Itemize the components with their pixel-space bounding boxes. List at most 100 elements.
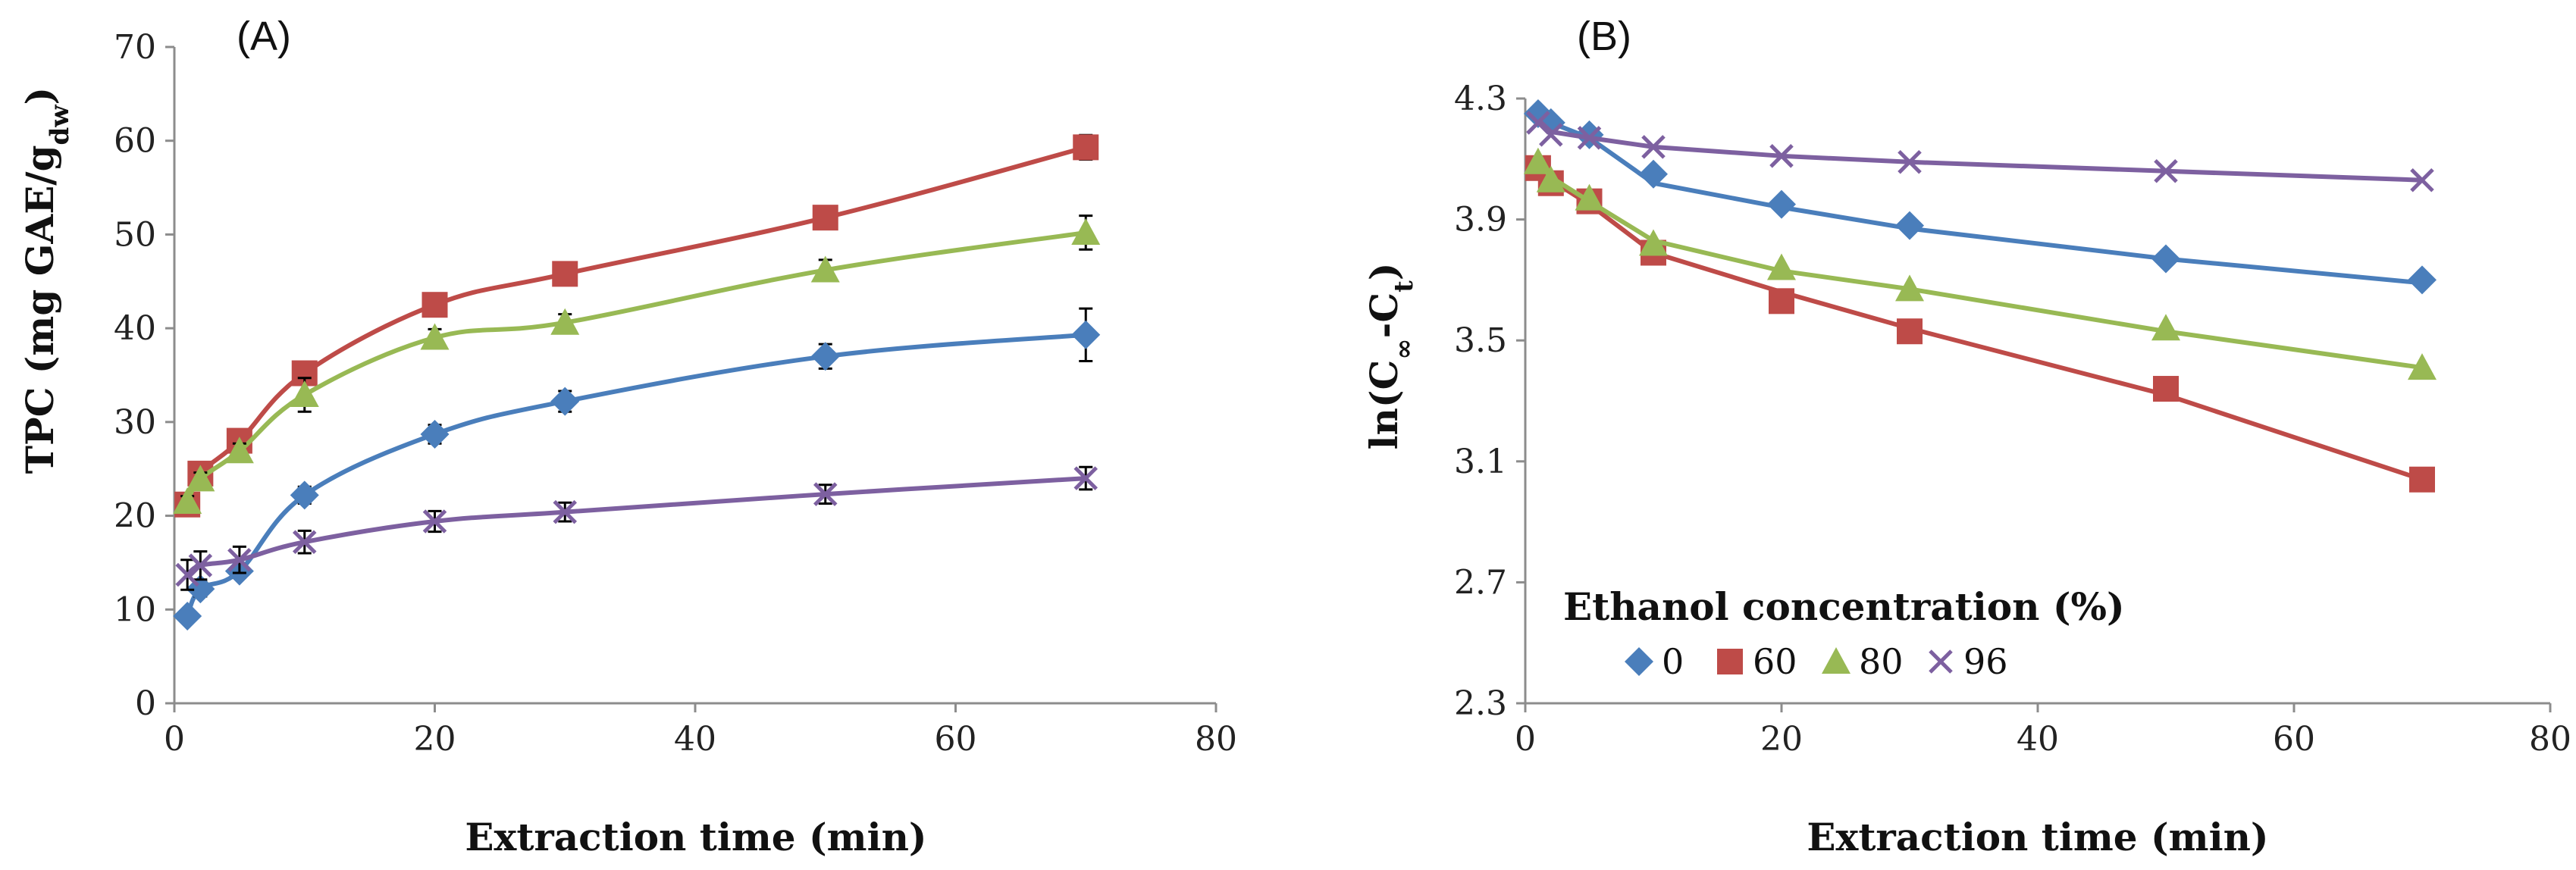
panel-b-series-60-point xyxy=(2153,376,2179,402)
panel-b-y-title-close: ) xyxy=(1362,262,1406,280)
panel-a-series-96-point xyxy=(175,562,199,587)
panel-a-series-96-point xyxy=(227,547,252,572)
panel-a-series-0-point xyxy=(550,386,580,416)
panel-a-series-80-point xyxy=(224,437,254,464)
panel-b-y-title-main: ln(C xyxy=(1362,360,1406,450)
panel-b-y-title-sub2: t xyxy=(1389,280,1419,293)
panel-b-y-tick-label: 3.5 xyxy=(1454,321,1507,360)
panel-a-series-0 xyxy=(173,307,1101,631)
panel-b-series-80-point xyxy=(1536,165,1565,192)
panel-a-series-60 xyxy=(174,133,1099,518)
panel-b-y-tick-label: 4.3 xyxy=(1454,80,1507,118)
panel-b-label: (B) xyxy=(1577,14,1631,59)
panel-a-series-96-point-stroke-2 xyxy=(1073,466,1098,490)
panel-b-x-tick-label: 0 xyxy=(1515,720,1536,759)
panel-a-series-80 xyxy=(173,214,1101,515)
panel-b-x-axis-title: Extraction time (min) xyxy=(1807,815,2268,859)
panel-a-series-96-point xyxy=(553,499,578,524)
panel-a-series-60-point xyxy=(421,292,448,318)
panel-b-series-96-point-stroke-2 xyxy=(1769,144,1794,168)
panel-b: (B) 0 20 40 60 80 2.3 2.7 3.1 3.5 3.9 4.3 Extracti… xyxy=(1362,14,2571,859)
panel-a-y-title-sub: dw xyxy=(45,105,75,146)
panel-a: (A) 0 20 40 60 80 0 10 20 30 40 50 60 70 Extraction … xyxy=(17,14,1237,859)
panel-a-series-96-point-stroke-2 xyxy=(175,562,199,587)
panel-b-y-axis-title: ln(C∞-Ct) xyxy=(1362,262,1419,449)
panel-a-series-60-line xyxy=(185,145,1087,505)
panel-b-series-0-point xyxy=(1895,211,1924,240)
panel-a-y-tick-label: 0 xyxy=(135,684,156,723)
panel-a-y-tick-label: 50 xyxy=(114,215,156,254)
panel-a-series-96-point-stroke-2 xyxy=(553,499,578,524)
panel-b-series-60-line xyxy=(1536,166,2423,482)
panel-a-series-0-point xyxy=(810,342,840,371)
panel-b-series-0-point xyxy=(2151,244,2180,274)
panel-b-series-96-point-stroke-2 xyxy=(2154,158,2178,183)
panel-a-series-80-point xyxy=(173,487,202,515)
panel-b-y-tick-label: 2.3 xyxy=(1454,684,1507,723)
panel-a-y-title-main: TPC (mg GAE/g xyxy=(17,145,62,474)
panel-a-series xyxy=(173,133,1101,631)
panel-a-label: (A) xyxy=(237,14,291,59)
panel-a-y-tick-label: 20 xyxy=(114,497,156,536)
panel-a-y-title-close: ) xyxy=(17,87,62,105)
panel-b-series-96-point xyxy=(1577,126,1602,150)
panel-a-series-96-point xyxy=(422,509,447,534)
panel-a-x-tick-label: 40 xyxy=(674,720,716,759)
panel-a-series-80-line xyxy=(185,230,1086,503)
panel-a-series-0-point xyxy=(1071,320,1101,349)
panel-a-series-96 xyxy=(175,465,1098,591)
panel-b-series-80-point xyxy=(1767,253,1796,280)
panel-b-x-tick-label: 60 xyxy=(2273,720,2315,759)
panel-a-series-80-point xyxy=(1071,218,1101,245)
panel-a-series-96-point xyxy=(813,482,838,506)
legend-label-60: 60 xyxy=(1753,641,1797,682)
panel-a-series-96-point-stroke-2 xyxy=(227,547,252,572)
panel-b-series-96-point xyxy=(1641,135,1666,159)
legend-marker-0 xyxy=(1625,647,1653,676)
panel-a-series-96-point-stroke-2 xyxy=(292,530,317,554)
panel-b-x-tick-label: 40 xyxy=(2017,720,2059,759)
panel-b-series-80 xyxy=(1523,147,2437,380)
panel-a-y-tick-label: 30 xyxy=(114,403,156,442)
panel-a-series-96-point-stroke-2 xyxy=(188,553,213,577)
legend-marker-96 xyxy=(1929,649,1953,674)
panel-b-series-96-line xyxy=(1536,117,2423,183)
panel-b-series-80-point xyxy=(1639,229,1668,256)
panel-b-series-96-point xyxy=(2410,167,2434,192)
panel-a-y-tick-label: 10 xyxy=(114,590,156,629)
panel-a-y-tick-label: 40 xyxy=(114,309,156,348)
panel-b-y-title-sub1: ∞ xyxy=(1389,338,1419,359)
panel-a-series-80-point xyxy=(810,255,840,283)
panel-b-y-tick-label: 3.1 xyxy=(1454,443,1507,481)
panel-b-series-80-line xyxy=(1536,160,2423,371)
panel-b-series-60-point xyxy=(2409,466,2435,493)
legend-entry-0: 0 xyxy=(1625,641,1684,682)
panel-b-series-60 xyxy=(1525,155,2435,493)
panel-a-x-tick-label: 80 xyxy=(1195,720,1237,759)
panel-b-series-96-point xyxy=(1898,150,1922,174)
panel-a-axes: 0 20 40 60 80 0 10 20 30 40 50 60 70 xyxy=(114,28,1237,759)
panel-b-series-80-point xyxy=(2408,353,2437,380)
panel-b-series-96 xyxy=(1526,111,2434,192)
legend-marker-60 xyxy=(1717,649,1743,674)
panel-a-series-96-point-stroke-2 xyxy=(813,482,838,506)
panel-a-series-60-point xyxy=(812,205,838,231)
legend-label-80: 80 xyxy=(1859,641,1904,682)
panel-b-series-96-point-stroke-2 xyxy=(1577,126,1602,150)
panel-a-series-96-point xyxy=(292,530,317,554)
panel-a-series-80-point xyxy=(290,380,319,407)
panel-a-series-0-point xyxy=(173,601,202,631)
panel-a-series-96-point-stroke-2 xyxy=(422,509,447,534)
legend-label-0: 0 xyxy=(1662,641,1684,682)
panel-a-series-96-point xyxy=(1073,466,1098,490)
panel-a-series-0-line xyxy=(185,332,1086,618)
legend: Ethanol concentration (%) 0 60 80 96 xyxy=(1563,584,2125,682)
panel-a-series-60-point xyxy=(1073,134,1099,161)
panel-a-y-tick-label: 70 xyxy=(114,28,156,67)
panel-b-series-60-point xyxy=(1769,288,1794,315)
panel-b-y-tick-label: 3.9 xyxy=(1454,201,1507,239)
panel-b-series-80-point xyxy=(1895,274,1924,302)
panel-b-series-96-point xyxy=(2154,158,2178,183)
panel-b-y-title-mid: -C xyxy=(1362,293,1406,339)
